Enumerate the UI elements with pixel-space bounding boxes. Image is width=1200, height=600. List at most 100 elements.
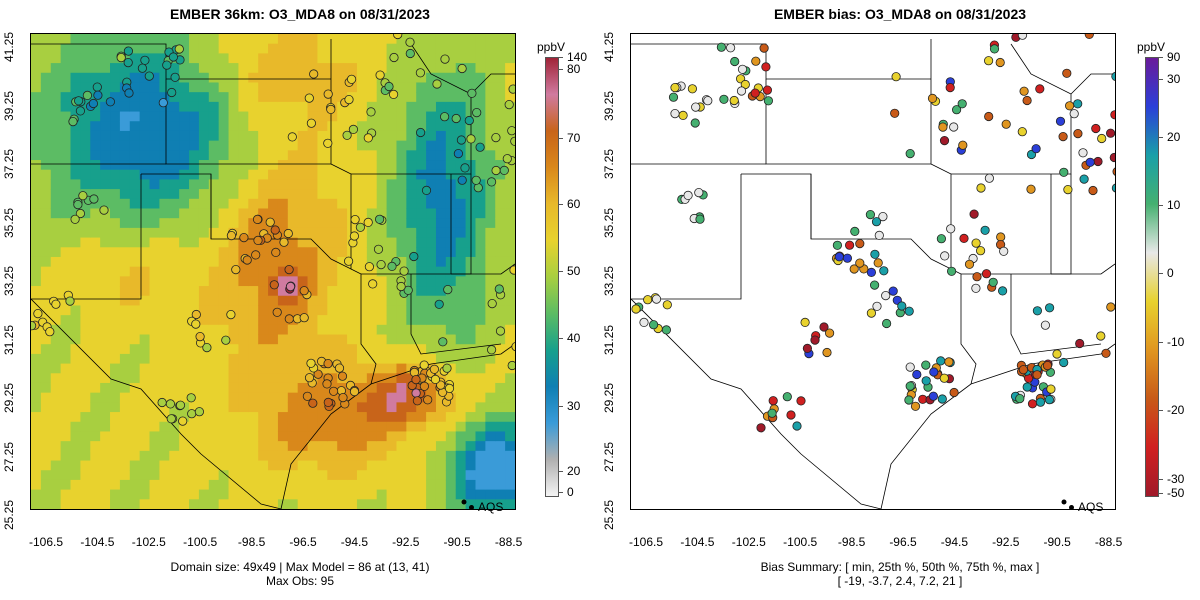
grid-cell <box>268 373 279 384</box>
monitor-point <box>137 63 148 73</box>
colorbar-tick-label: -30 <box>1167 472 1185 486</box>
grid-cell <box>248 402 259 413</box>
grid-cell <box>80 130 91 142</box>
grid-cell <box>337 499 348 509</box>
grid-cell <box>149 334 160 345</box>
grid-cell <box>505 121 515 132</box>
grid-cell <box>90 315 101 326</box>
grid-cell <box>139 276 151 287</box>
grid-cell <box>248 189 259 200</box>
grid-cell <box>60 82 72 93</box>
grid-cell <box>189 121 200 132</box>
grid-cell <box>189 324 200 336</box>
colorbar-tick <box>1158 273 1163 274</box>
grid-cell <box>347 421 358 432</box>
grid-cell <box>416 441 427 452</box>
grid-cell <box>406 130 417 142</box>
grid-cell <box>169 382 180 394</box>
grid-cell <box>376 479 388 491</box>
monitor-point <box>767 408 777 418</box>
monitor-point <box>891 72 901 82</box>
grid-cell <box>248 305 259 316</box>
grid-cell <box>60 218 72 229</box>
grid-cell <box>179 227 190 239</box>
monitor-point <box>308 398 318 408</box>
colorbar-tick <box>558 271 563 272</box>
monitor-point <box>1063 185 1073 195</box>
grid-cell <box>110 227 121 239</box>
grid-cell <box>248 295 259 306</box>
grid-cell <box>386 470 397 481</box>
grid-cell <box>139 470 151 481</box>
colorbar-tick <box>558 57 563 58</box>
monitor-point <box>1035 397 1046 407</box>
grid-cell <box>485 43 496 54</box>
grid-cell <box>495 72 506 83</box>
grid-cell <box>40 353 52 365</box>
grid-cell <box>386 160 397 171</box>
grid-cell <box>110 441 121 452</box>
grid-cell <box>80 489 91 500</box>
grid-cell <box>258 43 269 54</box>
grid-cell <box>426 276 437 287</box>
grid-cell <box>90 237 101 248</box>
x-tick-label: -88.5 <box>1094 535 1123 549</box>
grid-cell <box>70 305 81 316</box>
grid-cell <box>228 218 239 229</box>
grid-cell <box>376 150 388 161</box>
grid-cell <box>218 169 230 180</box>
monitor-point <box>1032 306 1042 316</box>
grid-cell <box>317 324 328 336</box>
grid-cell <box>287 441 299 452</box>
grid-cell <box>386 72 397 83</box>
grid-cell <box>110 140 121 151</box>
grid-cell <box>60 53 72 64</box>
grid-cell <box>297 460 309 471</box>
grid-cell <box>31 63 42 74</box>
monitor-point <box>855 239 865 249</box>
grid-cell <box>475 111 486 122</box>
grid-cell <box>366 479 378 491</box>
grid-cell <box>317 256 328 268</box>
grid-cell <box>347 130 358 142</box>
grid-cell <box>465 324 476 336</box>
grid-cell <box>287 373 299 384</box>
grid-cell <box>189 450 200 462</box>
grid-cell <box>337 421 348 432</box>
grid-cell <box>465 460 476 471</box>
grid-cell <box>505 353 515 365</box>
grid-cell <box>297 489 309 500</box>
grid-cell <box>40 237 52 248</box>
grid-cell <box>376 450 388 462</box>
grid-cell <box>455 82 467 93</box>
grid-cell <box>70 344 81 355</box>
grid-cell <box>70 63 81 74</box>
grid-cell <box>268 189 279 200</box>
grid-cell <box>455 140 467 151</box>
grid-cell <box>218 208 230 219</box>
grid-cell <box>90 63 101 74</box>
grid-cell <box>268 392 279 403</box>
grid-cell <box>465 412 476 423</box>
monitor-point <box>419 381 429 391</box>
grid-cell <box>50 208 62 219</box>
grid-cell <box>70 286 81 297</box>
grid-cell <box>238 499 249 509</box>
grid-cell <box>60 34 72 45</box>
grid-cell <box>149 34 160 45</box>
grid-cell <box>119 160 131 171</box>
grid-cell <box>327 256 338 268</box>
grid-cell <box>258 295 269 306</box>
grid-cell <box>356 276 368 287</box>
grid-cell <box>80 53 91 64</box>
grid-cell <box>445 431 457 442</box>
grid-cell <box>268 63 279 74</box>
monitor-point <box>1046 384 1056 394</box>
grid-cell <box>406 53 417 64</box>
grid-cell <box>376 402 388 413</box>
grid-cell <box>505 53 515 64</box>
grid-cell <box>465 295 476 306</box>
grid-cell <box>248 53 259 64</box>
grid-cell <box>426 111 437 122</box>
grid-cell <box>455 218 467 229</box>
